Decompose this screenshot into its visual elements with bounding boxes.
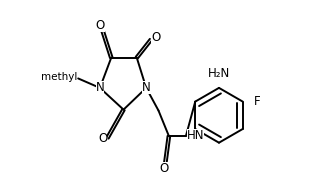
Text: F: F <box>254 95 260 108</box>
Text: N: N <box>142 81 151 94</box>
Text: N: N <box>96 81 104 94</box>
Text: methyl: methyl <box>41 73 77 82</box>
Text: H₂N: H₂N <box>208 67 230 80</box>
Text: O: O <box>98 132 107 145</box>
Text: O: O <box>160 162 169 175</box>
Text: O: O <box>151 31 160 44</box>
Text: HN: HN <box>187 129 204 142</box>
Text: methyl: methyl <box>41 73 77 82</box>
Text: O: O <box>95 19 105 32</box>
